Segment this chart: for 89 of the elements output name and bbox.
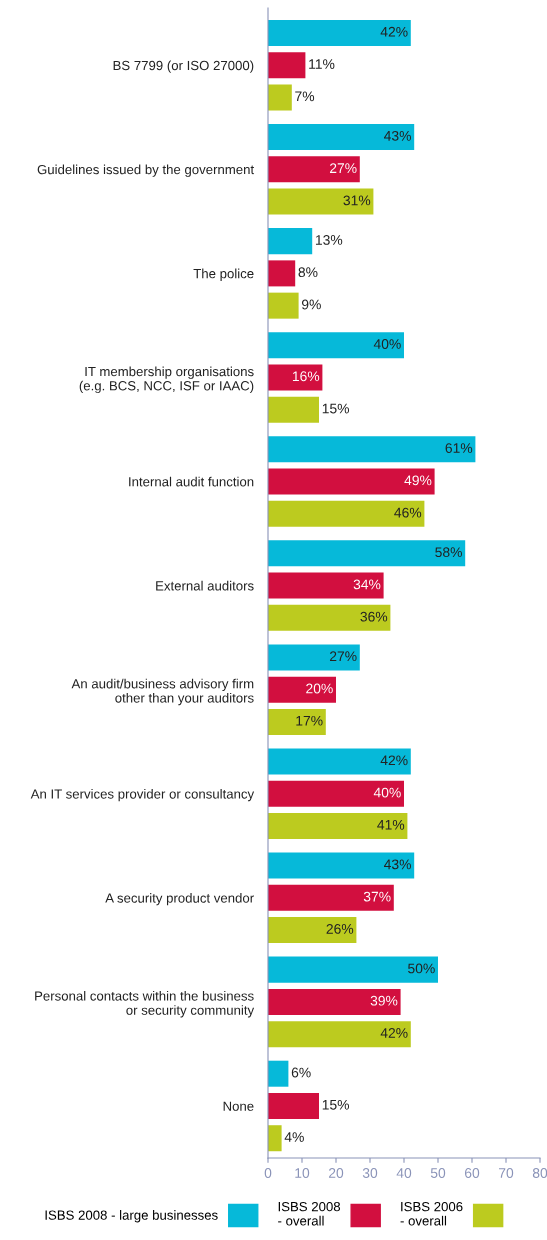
data-label: 16% bbox=[292, 371, 320, 382]
legend-label: ISBS 2008 - overall bbox=[278, 1201, 341, 1226]
x-tick-label: 70 bbox=[498, 1168, 514, 1178]
y-tick-label: IT membership organisations (e.g. BCS, NCC, ISF or IAAC) bbox=[79, 366, 254, 394]
bar bbox=[268, 917, 357, 944]
bar bbox=[268, 884, 394, 911]
y-tick-label: Internal audit function bbox=[129, 476, 254, 487]
bar bbox=[268, 1092, 319, 1119]
bar bbox=[268, 1060, 289, 1087]
bar bbox=[268, 468, 435, 495]
y-tick-label: An IT services provider or consultancy bbox=[30, 788, 255, 802]
data-label: 49% bbox=[404, 475, 432, 486]
x-tick-label: 50 bbox=[430, 1168, 446, 1178]
data-label: 42% bbox=[380, 755, 408, 766]
bar bbox=[268, 852, 415, 879]
x-tick-label: 30 bbox=[362, 1168, 378, 1178]
x-tick-label: 0 bbox=[264, 1168, 272, 1178]
bar bbox=[268, 956, 438, 983]
data-label: 15% bbox=[322, 403, 350, 414]
bar bbox=[268, 604, 391, 631]
data-label: 50% bbox=[408, 963, 435, 974]
bar bbox=[268, 52, 306, 79]
bar bbox=[268, 676, 336, 703]
data-label: 13% bbox=[315, 235, 343, 245]
data-label: 42% bbox=[380, 26, 408, 37]
data-label: 27% bbox=[329, 163, 357, 173]
bar bbox=[268, 364, 323, 391]
bar bbox=[268, 19, 411, 46]
data-label: 43% bbox=[384, 859, 411, 870]
bar bbox=[268, 396, 319, 423]
data-label: 8% bbox=[298, 267, 318, 278]
bar bbox=[268, 260, 296, 287]
y-tick-label: An audit/business advisory firm other than your auditors bbox=[71, 678, 254, 706]
data-label: 27% bbox=[329, 651, 357, 662]
data-label: 40% bbox=[373, 787, 401, 798]
bar bbox=[268, 156, 360, 183]
data-label: 61% bbox=[445, 443, 473, 453]
bar bbox=[268, 1125, 282, 1152]
x-tick-label: 40 bbox=[396, 1168, 412, 1178]
data-label: 20% bbox=[306, 683, 333, 694]
bar bbox=[268, 436, 476, 463]
data-label: 31% bbox=[343, 195, 371, 206]
data-label: 15% bbox=[322, 1099, 350, 1110]
legend-label: ISBS 2008 - large businesses bbox=[45, 1210, 218, 1223]
data-label: 7% bbox=[295, 91, 315, 102]
data-label: 4% bbox=[284, 1132, 304, 1142]
data-label: 40% bbox=[373, 339, 401, 349]
bar bbox=[268, 540, 466, 567]
y-tick-label: Guidelines issued by the government bbox=[37, 164, 255, 177]
bar bbox=[268, 813, 408, 840]
data-label: 9% bbox=[301, 299, 321, 310]
data-label: 26% bbox=[326, 923, 354, 934]
bar bbox=[268, 644, 360, 671]
data-label: 11% bbox=[309, 59, 335, 69]
x-tick-label: 20 bbox=[328, 1168, 344, 1178]
bar bbox=[268, 572, 384, 599]
bar bbox=[268, 988, 401, 1015]
y-tick-label: BS 7799 (or ISO 27000) bbox=[113, 60, 254, 73]
bar bbox=[268, 228, 313, 255]
data-label: 42% bbox=[380, 1028, 408, 1038]
y-tick-label: A security product vendor bbox=[105, 893, 254, 906]
y-tick-label: Personal contacts within the business or security community bbox=[35, 990, 255, 1018]
bar bbox=[268, 500, 425, 527]
bar bbox=[268, 332, 404, 359]
data-label: 36% bbox=[360, 611, 388, 622]
bar bbox=[268, 748, 411, 775]
data-label: 6% bbox=[291, 1067, 311, 1078]
bar bbox=[268, 124, 415, 151]
y-tick-label: External auditors bbox=[156, 580, 254, 591]
y-tick-label: The police bbox=[193, 268, 254, 281]
data-label: 39% bbox=[370, 995, 398, 1006]
y-tick-label: None bbox=[223, 1101, 254, 1111]
data-label: 46% bbox=[394, 507, 422, 518]
bar bbox=[268, 708, 326, 735]
bar bbox=[268, 292, 299, 319]
x-tick-label: 80 bbox=[532, 1168, 547, 1178]
data-label: 37% bbox=[363, 891, 391, 902]
data-label: 34% bbox=[353, 579, 381, 590]
data-label: 43% bbox=[384, 130, 411, 141]
x-tick-label: 60 bbox=[464, 1168, 480, 1178]
data-label: 17% bbox=[296, 715, 323, 726]
x-tick-label: 10 bbox=[295, 1168, 310, 1178]
data-label: 41% bbox=[377, 819, 405, 830]
bar bbox=[268, 1021, 411, 1048]
data-label: 58% bbox=[435, 547, 462, 558]
bar bbox=[268, 84, 292, 111]
bar bbox=[268, 188, 374, 215]
bar bbox=[268, 780, 404, 807]
legend-label: ISBS 2006 - overall bbox=[400, 1201, 463, 1226]
